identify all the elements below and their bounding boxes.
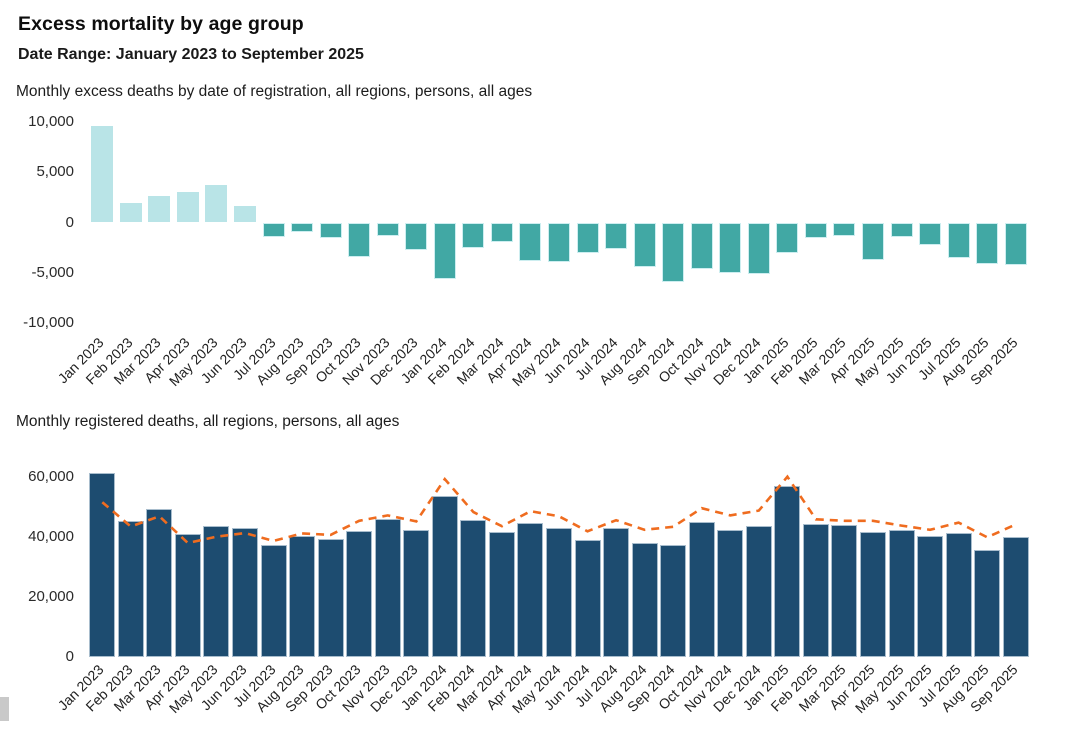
bar-may-2024: [548, 222, 570, 262]
expected-deaths-line-path: [101, 474, 1017, 545]
bar-mar-2023: [148, 196, 171, 223]
bar-feb-2024: [462, 222, 485, 248]
bar-apr-2024: [519, 222, 542, 261]
y-axis-tick-label: -10,000: [23, 313, 74, 331]
bar-nov-2023: [376, 222, 399, 236]
bar-jul-2024: [603, 528, 630, 657]
bar-sep-2025: [1002, 537, 1029, 657]
bar-jun-2024: [574, 540, 601, 657]
bar-jun-2024: [576, 222, 599, 253]
bar-oct-2024: [688, 522, 715, 657]
bar-feb-2025: [804, 222, 827, 238]
bar-aug-2023: [289, 536, 316, 657]
bar-jul-2025: [945, 533, 972, 657]
bar-feb-2023: [117, 520, 144, 657]
bar-nov-2024: [719, 222, 742, 273]
bar-sep-2024: [662, 222, 685, 282]
bar-sep-2023: [319, 222, 342, 238]
bar-dec-2024: [745, 525, 772, 657]
bar-may-2025: [888, 529, 915, 657]
y-axis-tick-label: -5,000: [31, 263, 74, 281]
bar-apr-2024: [517, 522, 544, 657]
bar-mar-2025: [833, 222, 856, 236]
bar-aug-2025: [974, 549, 1001, 657]
date-range-subtitle: Date Range: January 2023 to September 20…: [18, 46, 364, 63]
bar-mar-2024: [488, 531, 515, 657]
bar-sep-2024: [660, 544, 687, 657]
bar-may-2023: [203, 525, 230, 657]
bar-feb-2025: [802, 523, 829, 657]
y-axis-tick-label: 0: [65, 213, 74, 231]
bar-jun-2025: [919, 222, 942, 245]
bar-jan-2025: [776, 222, 799, 253]
bar-dec-2024: [747, 222, 770, 274]
y-axis-tick-label: 5,000: [36, 163, 74, 181]
bar-jan-2023: [89, 473, 116, 657]
bar-feb-2023: [119, 203, 142, 223]
bar-aug-2024: [631, 543, 658, 657]
bar-mar-2023: [146, 508, 173, 657]
registered-deaths-chart-caption: Monthly registered deaths, all regions, …: [16, 413, 400, 430]
bar-jun-2023: [232, 528, 258, 657]
bar-aug-2024: [633, 222, 656, 267]
bar-oct-2023: [346, 531, 373, 657]
bar-apr-2023: [176, 192, 199, 223]
y-axis-tick-label: 60,000: [28, 468, 74, 485]
bar-aug-2023: [291, 222, 314, 232]
bar-aug-2025: [976, 222, 999, 264]
bar-apr-2025: [860, 531, 886, 657]
bar-dec-2023: [403, 529, 430, 657]
bar-nov-2023: [374, 519, 401, 657]
bar-jan-2023: [91, 126, 114, 223]
bar-mar-2024: [490, 222, 513, 242]
y-axis-tick-label: 20,000: [28, 588, 74, 605]
bar-nov-2024: [717, 530, 744, 657]
expected-deaths-dashed-line: [101, 474, 1017, 545]
excess-deaths-chart-caption: Monthly excess deaths by date of registr…: [16, 83, 533, 100]
excess-deaths-chart: 10,000 5,000 0 -5,000 -10,000: [23, 114, 1030, 330]
bar-jun-2023: [234, 206, 256, 223]
page-title: Excess mortality by age group: [18, 13, 304, 35]
bar-apr-2025: [862, 222, 884, 260]
bar-jan-2024: [433, 222, 456, 279]
scrollbar-fragment[interactable]: [0, 697, 9, 721]
bar-feb-2024: [460, 519, 487, 657]
bar-sep-2025: [1004, 222, 1027, 265]
bar-may-2025: [890, 222, 913, 237]
bar-jan-2024: [431, 495, 458, 657]
bar-sep-2023: [317, 539, 344, 657]
bar-jul-2023: [260, 545, 287, 657]
y-axis-tick-label: 40,000: [28, 528, 74, 545]
bar-may-2023: [205, 185, 228, 223]
bar-jul-2025: [947, 222, 970, 258]
bar-dec-2023: [405, 222, 428, 250]
bar-mar-2025: [831, 524, 858, 657]
registered-deaths-chart: 60,000 40,000 20,000 0: [28, 450, 1030, 665]
bar-jun-2025: [917, 536, 944, 657]
bar-jul-2024: [605, 222, 628, 249]
bar-jul-2023: [262, 222, 285, 237]
bar-oct-2023: [348, 222, 371, 257]
bar-apr-2023: [174, 534, 201, 657]
y-axis-tick-label: 10,000: [28, 113, 74, 131]
bar-jan-2025: [774, 485, 801, 657]
y-axis-tick-label: 0: [65, 648, 74, 665]
bar-oct-2024: [690, 222, 713, 269]
bar-may-2024: [546, 528, 572, 657]
